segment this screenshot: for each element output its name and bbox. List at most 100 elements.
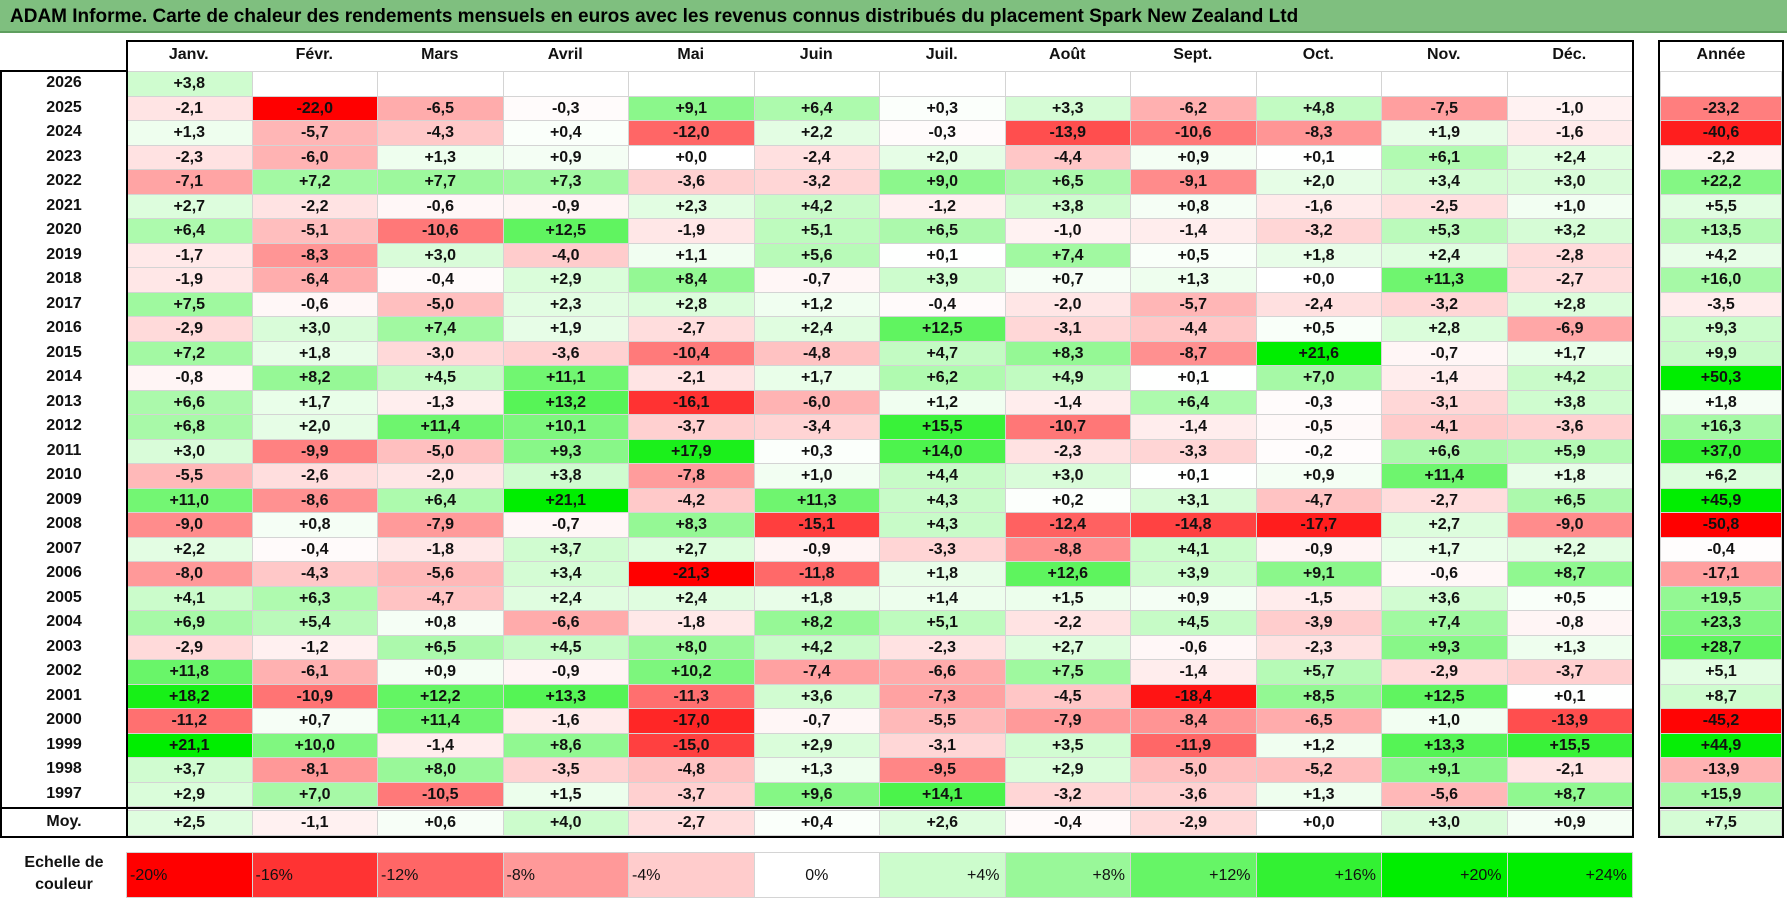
heatmap-cell: +21,6 [1255,340,1382,366]
heatmap-cell: -2,2 [251,193,378,219]
title-bar: ADAM Informe. Carte de chaleur des rende… [0,0,1787,33]
heatmap-cell: +4,5 [377,365,504,391]
heatmap-cell: +5,4 [251,610,378,636]
annual-total-cell: -13,9 [1660,757,1782,783]
average-cell: +0,6 [377,810,504,836]
heatmap-cell: +3,7 [126,757,253,783]
heatmap-cell: -2,3 [879,634,1006,660]
heatmap-cell: +2,2 [126,536,253,562]
heatmap-cell: -17,7 [1255,512,1382,538]
annual-total-cell: +5,5 [1660,193,1782,219]
heatmap-cell: -3,0 [377,340,504,366]
heatmap-cell: -2,4 [1255,291,1382,317]
heatmap-cell: +6,5 [377,634,504,660]
annual-total-cell: +28,7 [1660,634,1782,660]
heatmap-cell: -9,1 [1130,169,1257,195]
heatmap-cell: +9,3 [1381,634,1508,660]
heatmap-cell: +1,8 [753,585,880,611]
annual-total-cell: -17,1 [1660,561,1782,587]
heatmap-cell: -21,3 [628,561,755,587]
annual-total-cell: -2,2 [1660,144,1782,170]
annual-total-cell: -45,2 [1660,708,1782,734]
heatmap-cell: +8,3 [628,512,755,538]
month-header: Sept. [1173,46,1213,63]
heatmap-cell: +0,0 [1255,267,1382,293]
heatmap-cell: -12,4 [1004,512,1131,538]
heatmap-cell: -6,9 [1506,316,1633,342]
heatmap-cell: +3,7 [502,536,629,562]
heatmap-cell: -6,6 [879,659,1006,685]
heatmap-cell: -11,9 [1130,732,1257,758]
heatmap-cell: -3,2 [1004,781,1131,807]
heatmap-cell: -3,9 [1255,610,1382,636]
heatmap-cell: -2,9 [1381,659,1508,685]
heatmap-cell: -1,8 [377,536,504,562]
row-year-label: 2013 [46,392,82,410]
heatmap-cell: +11,3 [753,487,880,513]
heatmap-cell: -1,9 [628,218,755,244]
heatmap-cell: -15,0 [628,732,755,758]
heatmap-cell: -10,6 [377,218,504,244]
heatmap-cell: +1,0 [1381,708,1508,734]
heatmap-cell: -8,7 [1130,340,1257,366]
heatmap-cell: -8,6 [251,487,378,513]
annual-total-cell: +50,3 [1660,365,1782,391]
heatmap-cell: -2,2 [1004,610,1131,636]
heatmap-cell: -1,4 [1381,365,1508,391]
heatmap-cell: -8,1 [251,757,378,783]
heatmap-cell: +7,5 [1004,659,1131,685]
heatmap-cell: +6,6 [1381,438,1508,464]
heatmap-cell: +10,1 [502,414,629,440]
heatmap-cell: -3,2 [753,169,880,195]
row-year-label: 1999 [46,735,82,753]
heatmap-cell [377,71,504,97]
heatmap-cell: -1,0 [1506,95,1633,121]
heatmap-cell: -0,3 [879,120,1006,146]
heatmap-cell: -10,4 [628,340,755,366]
annual-total-cell: -3,5 [1660,291,1782,317]
row-year-label: 2017 [46,294,82,312]
heatmap-cell: -1,0 [1004,218,1131,244]
heatmap-cell: -10,7 [1004,414,1131,440]
row-year-label: 2003 [46,637,82,655]
heatmap-cell: -1,4 [377,732,504,758]
heatmap-cell: +2,4 [628,585,755,611]
heatmap-cell: +7,5 [126,291,253,317]
heatmap-cell: +12,5 [879,316,1006,342]
heatmap-cell: -7,9 [377,512,504,538]
heatmap-cell: +3,0 [1004,463,1131,489]
heatmap-cell: +11,4 [1381,463,1508,489]
heatmap-cell: +3,8 [1004,193,1131,219]
heatmap-cell: -0,9 [502,193,629,219]
heatmap-cell: -4,7 [1255,487,1382,513]
annual-total-cell: +9,3 [1660,316,1782,342]
heatmap-cell: -3,6 [1506,414,1633,440]
heatmap-cell: -4,2 [628,487,755,513]
heatmap-cell: +8,4 [628,267,755,293]
row-year-label: 2021 [46,196,82,214]
heatmap-cell: -6,0 [251,144,378,170]
color-scale-step: +20% [1381,852,1508,898]
heatmap-cell: -1,5 [1255,585,1382,611]
heatmap-cell: +14,0 [879,438,1006,464]
heatmap-cell: -8,3 [251,242,378,268]
heatmap-cell: -2,6 [251,463,378,489]
heatmap-cell: +0,5 [1506,585,1633,611]
heatmap-cell: +5,3 [1381,218,1508,244]
heatmap-cell: +4,5 [502,634,629,660]
heatmap-cell: +3,4 [502,561,629,587]
heatmap-cell: +7,4 [377,316,504,342]
heatmap-cell: -4,4 [1130,316,1257,342]
heatmap-cell: +1,3 [1255,781,1382,807]
average-separator [0,807,1634,809]
heatmap-cell: +4,7 [879,340,1006,366]
annual-total-cell: +23,3 [1660,610,1782,636]
heatmap-cell: +3,0 [126,438,253,464]
row-year-label: 2001 [46,686,82,704]
heatmap-cell: -5,0 [377,291,504,317]
row-year-label: 2005 [46,588,82,606]
month-header: Août [1049,46,1086,63]
row-year-label: 2002 [46,662,82,679]
heatmap-cell: +0,3 [753,438,880,464]
average-cell: +0,4 [753,810,880,836]
